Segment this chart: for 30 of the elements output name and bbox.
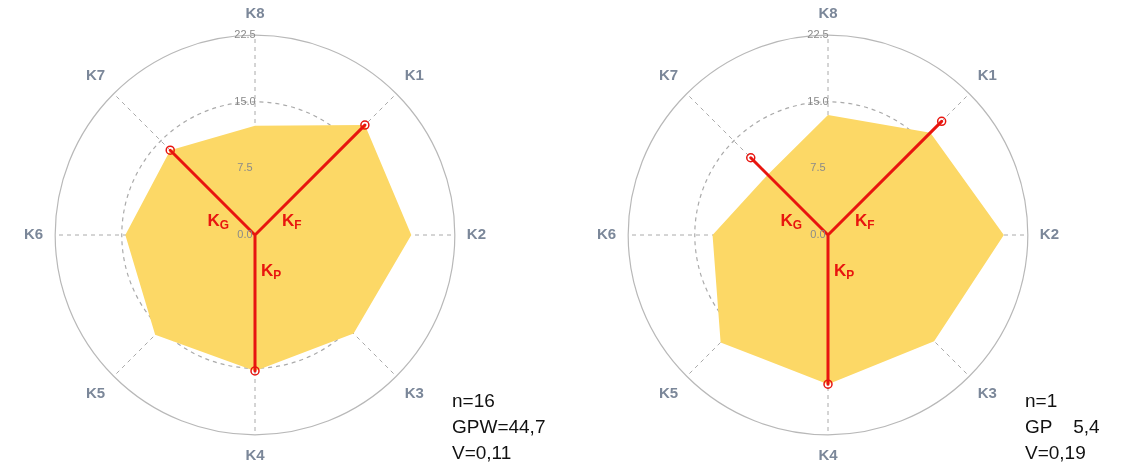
spoke-label: K4 xyxy=(818,445,839,463)
spoke-label: K8 xyxy=(818,4,838,22)
y-tick-label: 0.0 xyxy=(237,228,253,241)
y-tick-label: 15.0 xyxy=(807,94,829,107)
spoke-label: K7 xyxy=(86,66,106,84)
spoke-label: K5 xyxy=(86,383,106,401)
spoke-label: K5 xyxy=(659,383,679,401)
spoke-label: K1 xyxy=(404,66,424,84)
y-tick-label: 22.5 xyxy=(234,28,256,41)
spoke-label: K8 xyxy=(245,4,265,22)
spoke-label: K6 xyxy=(596,225,617,243)
y-tick-label: 7.5 xyxy=(237,161,253,174)
text: n=16 xyxy=(452,389,496,413)
spoke-label: K7 xyxy=(659,66,679,84)
spoke-label: K3 xyxy=(404,383,424,401)
y-tick-label: 0.0 xyxy=(810,228,826,241)
spoke-label: K3 xyxy=(977,383,997,401)
spoke-label: K2 xyxy=(466,225,487,243)
spoke-label: K6 xyxy=(23,225,44,243)
y-tick-label: 7.5 xyxy=(810,161,826,174)
text: n=1 xyxy=(1025,389,1059,413)
spoke-label: K1 xyxy=(977,66,997,84)
text: GPW=44,7 xyxy=(452,415,546,439)
text: GP 5,4 xyxy=(1025,415,1100,439)
text: V=0,19 xyxy=(1025,441,1087,465)
y-tick-label: 15.0 xyxy=(234,94,256,107)
spoke-label: K4 xyxy=(245,445,266,463)
y-tick-label: 22.5 xyxy=(807,28,829,41)
text: V=0,11 xyxy=(452,441,513,465)
spoke-label: K2 xyxy=(1039,225,1060,243)
